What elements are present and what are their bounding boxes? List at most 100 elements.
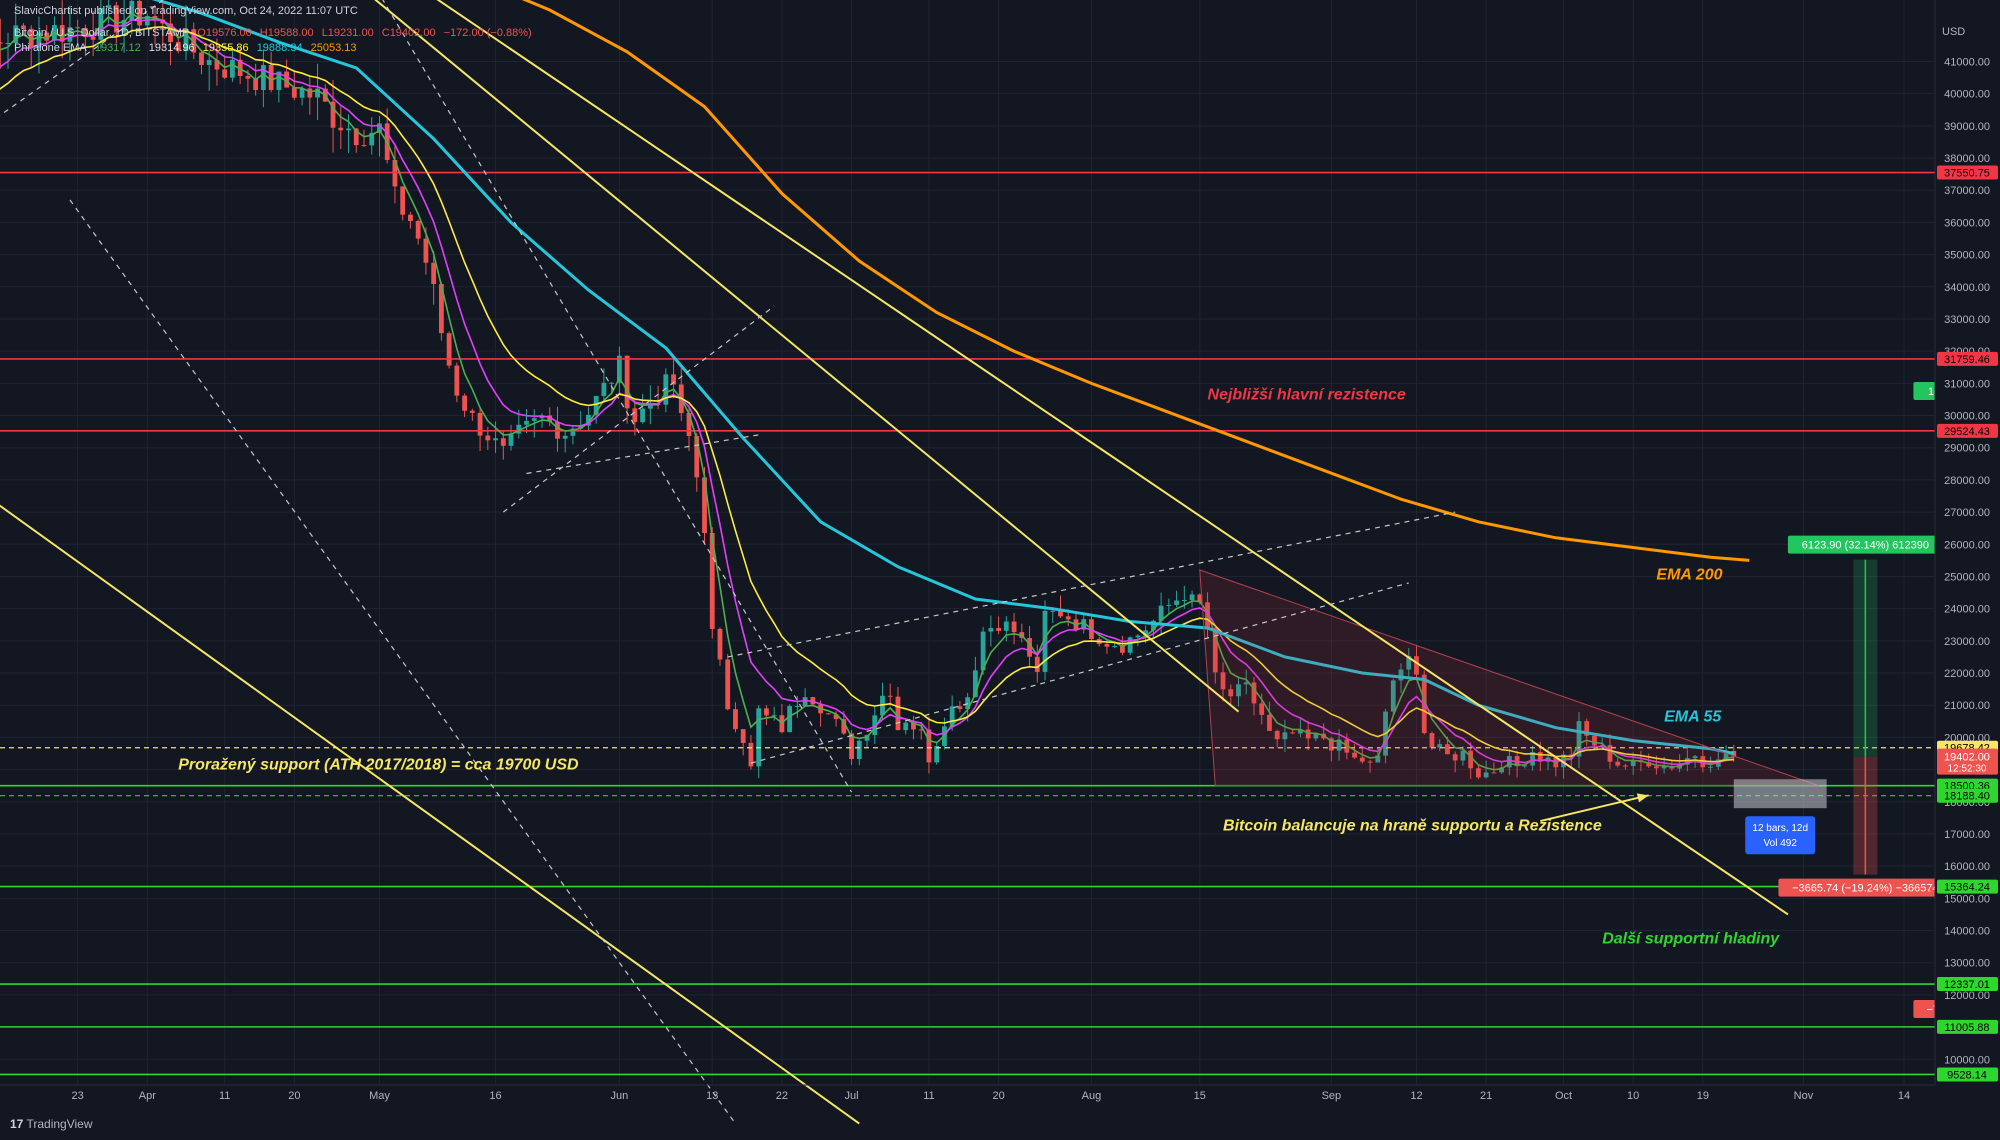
candle-body [415, 220, 421, 239]
x-tick-label: 22 [776, 1090, 788, 1102]
level-badge [1937, 165, 1998, 180]
candle-body [28, 28, 34, 48]
footer-logo[interactable]: 17 TradingView [10, 1117, 93, 1131]
candle-body [469, 410, 475, 413]
x-tick-label: 10 [1627, 1090, 1639, 1102]
candle-body [1359, 757, 1365, 762]
candle-body [593, 395, 599, 415]
candle-body [1050, 610, 1056, 612]
level-badge [1937, 351, 1998, 366]
y-tick-label: 39000.00 [1944, 121, 1990, 133]
x-tick-label: 14 [1898, 1090, 1910, 1102]
candle-body [562, 435, 568, 439]
y-tick-label: 31000.00 [1944, 378, 1990, 390]
y-tick-label: 41000.00 [1944, 56, 1990, 68]
y-tick-label: 10000.00 [1944, 1054, 1990, 1066]
candle-body [949, 706, 955, 727]
candle-body [825, 713, 831, 715]
candle-body [299, 88, 305, 98]
candle-body [315, 88, 320, 98]
trendline [502, 305, 775, 513]
chart-annotation: EMA 55 [1664, 708, 1722, 725]
candle-body [895, 696, 901, 731]
candle-body [616, 355, 622, 383]
publish-line: SlavicChartist published on TradingView.… [14, 5, 358, 17]
candle-body [214, 59, 220, 70]
candle-body [21, 25, 26, 29]
candle-body [1042, 610, 1048, 672]
candle-body [1491, 772, 1497, 774]
candle-body [547, 415, 553, 422]
x-axis[interactable]: 423Apr1120May16Jun1322Jul1120Aug15Sep122… [0, 1090, 1911, 1102]
x-tick-label: 20 [288, 1090, 300, 1102]
candle-body [1174, 600, 1179, 605]
level-badge [1937, 1067, 1998, 1082]
candle-body [1731, 750, 1737, 757]
candle-body [1298, 729, 1303, 734]
candle-body [346, 128, 351, 131]
candle-body [253, 78, 259, 91]
x-tick-label: 20 [992, 1090, 1004, 1102]
candle-body [137, 0, 142, 26]
symbol-name[interactable]: Bitcoin / U.S. Dollar, 1D, BITSTAMP [14, 27, 190, 39]
candle-body [686, 413, 692, 437]
level-badge [1937, 423, 1998, 438]
candle-body [1181, 600, 1187, 602]
indicator-lines [0, 0, 1750, 771]
candle-body [833, 714, 839, 720]
candle-body [609, 382, 615, 384]
annotation-arrowhead [1636, 793, 1649, 803]
candle-body [1476, 768, 1481, 778]
candle-body [1437, 744, 1443, 748]
y-axis[interactable]: 10000.0011000.0012000.0013000.0014000.00… [1944, 56, 1990, 1066]
candle-body [90, 37, 96, 40]
candle-body [1445, 744, 1450, 755]
candle-body [268, 65, 274, 90]
chart-annotation: Bitcoin balancuje na hraně supportu a Re… [1223, 818, 1602, 835]
candle-body [1251, 682, 1257, 704]
candle-body [1243, 682, 1249, 685]
y-tick-label: 23000.00 [1944, 636, 1990, 648]
candle-body [1150, 620, 1156, 631]
candle-body [160, 19, 166, 24]
candle-body [1576, 721, 1582, 757]
y-tick-label: 13000.00 [1944, 958, 1990, 970]
candle-body [1305, 729, 1311, 739]
ohlc-open: O19576.00 [197, 27, 252, 39]
indicator-value-4: 19888.34 [256, 42, 303, 54]
ema55-line [151, 0, 1735, 755]
ohlc-change: −172.00 (−0.88%) [443, 27, 532, 39]
candle-body [1197, 594, 1203, 603]
candle-body [771, 715, 777, 717]
projection-badge [1778, 878, 1953, 897]
y-tick-label: 29000.00 [1944, 443, 1990, 455]
candle-body [1143, 630, 1149, 636]
y-tick-label: 21000.00 [1944, 700, 1990, 712]
candle-body [1313, 733, 1319, 739]
candle-body [1398, 669, 1404, 681]
candle-body [787, 706, 793, 733]
candle-body [1653, 766, 1659, 769]
chart-annotation: Další supportní hladiny [1602, 930, 1780, 947]
candle-body [1120, 646, 1125, 653]
candle-body [1166, 604, 1172, 606]
current-price-badge [1937, 748, 1998, 775]
candle-body [129, 0, 135, 20]
y-tick-label: 36000.00 [1944, 217, 1990, 229]
candle-body [353, 128, 359, 146]
chart-annotation: EMA 200 [1656, 567, 1722, 584]
candle-body [36, 32, 42, 48]
candle-body [1406, 656, 1412, 670]
candle-body [1499, 767, 1505, 773]
candle-body [1460, 750, 1466, 761]
candle-body [260, 65, 266, 91]
trendline [436, 0, 1789, 916]
candle-body [1267, 714, 1272, 731]
indicator-name[interactable]: Phi alone EMA [14, 42, 87, 54]
candle-body [1027, 638, 1032, 657]
level-badge [1937, 977, 1998, 992]
candle-body [663, 374, 669, 405]
trendline [727, 511, 1456, 658]
